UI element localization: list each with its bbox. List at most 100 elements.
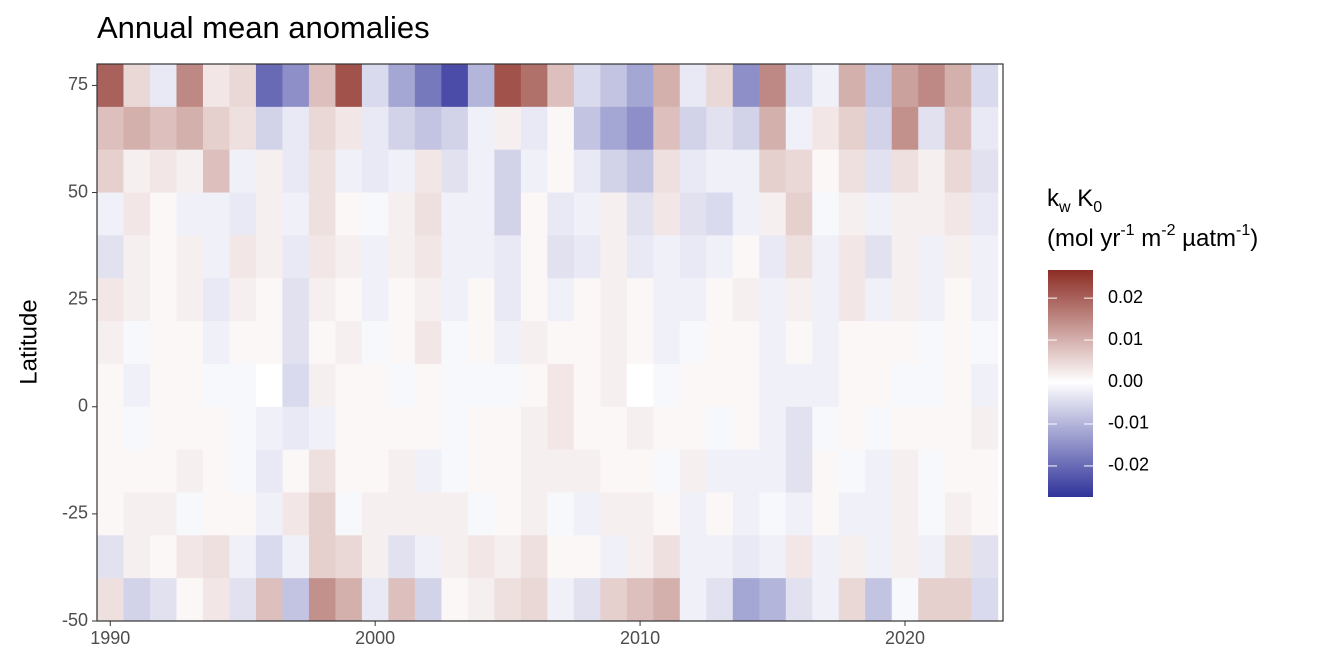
heat-cell xyxy=(388,106,416,151)
heat-cell xyxy=(335,363,363,408)
heat-cell xyxy=(176,535,204,579)
heat-cell xyxy=(335,149,363,194)
legend-title-part: -1 xyxy=(1120,222,1134,239)
heat-cell xyxy=(388,149,416,194)
heat-cell xyxy=(202,449,230,493)
heat-cell xyxy=(494,64,522,108)
heat-cell xyxy=(785,363,813,408)
heat-cell xyxy=(547,106,575,151)
heat-cell xyxy=(706,535,734,579)
heat-cell xyxy=(97,192,124,236)
x-tick-label: 2010 xyxy=(620,628,660,648)
heat-cell xyxy=(361,492,389,536)
heat-cell xyxy=(626,363,654,408)
heat-cell xyxy=(812,235,840,279)
heat-cell xyxy=(494,321,522,365)
heat-cell xyxy=(441,106,469,151)
heat-cell xyxy=(494,235,522,279)
heat-cell xyxy=(679,578,707,622)
legend-title-part: k xyxy=(1047,185,1060,212)
heat-cell xyxy=(202,406,230,451)
heat-cell xyxy=(467,449,495,493)
heat-cell xyxy=(176,492,204,536)
legend-title-part: 0 xyxy=(1093,199,1102,216)
heat-cell xyxy=(573,235,601,279)
heat-cell xyxy=(520,321,548,365)
heat-cell xyxy=(626,149,654,194)
heat-cell xyxy=(176,106,204,151)
y-tick-label: 50 xyxy=(68,181,88,201)
panel-border xyxy=(96,63,1004,622)
heat-cell xyxy=(812,535,840,579)
heat-cell xyxy=(785,406,813,451)
heat-cell xyxy=(308,106,336,151)
heat-cell xyxy=(573,535,601,579)
heat-cell xyxy=(388,321,416,365)
heat-cell xyxy=(520,106,548,151)
heat-cell xyxy=(282,321,310,365)
heat-cell xyxy=(732,321,760,365)
heat-cell xyxy=(944,363,972,408)
heat-cell xyxy=(971,64,999,108)
heat-cell xyxy=(388,192,416,236)
heat-cell xyxy=(229,578,257,622)
heat-cell xyxy=(202,278,230,322)
heat-cell xyxy=(732,192,760,236)
heat-cell xyxy=(202,149,230,194)
heat-cell xyxy=(229,106,257,151)
heat-cell xyxy=(865,149,893,194)
heat-cell xyxy=(838,578,866,622)
heat-cell xyxy=(812,363,840,408)
heatmap-cells xyxy=(97,64,999,622)
heat-cell xyxy=(547,278,575,322)
heat-cell xyxy=(308,449,336,493)
heat-cell xyxy=(918,192,946,236)
heat-cell xyxy=(732,406,760,451)
heat-cell xyxy=(865,235,893,279)
heat-cell xyxy=(573,406,601,451)
heat-cell xyxy=(785,106,813,151)
heat-cell xyxy=(255,106,283,151)
colorbar-tick-label: 0.00 xyxy=(1108,371,1143,391)
heat-cell xyxy=(918,449,946,493)
heat-cell xyxy=(944,278,972,322)
heat-cell xyxy=(361,406,389,451)
heat-cell xyxy=(759,149,787,194)
heat-cell xyxy=(308,363,336,408)
heat-cell xyxy=(361,321,389,365)
heat-cell xyxy=(759,321,787,365)
heat-cell xyxy=(785,449,813,493)
chart-title: Annual mean anomalies xyxy=(97,10,430,45)
heat-cell xyxy=(812,149,840,194)
heat-cell xyxy=(308,149,336,194)
y-tick-label: 25 xyxy=(68,288,88,308)
heat-cell xyxy=(494,278,522,322)
heat-cell xyxy=(255,449,283,493)
heat-cell xyxy=(255,149,283,194)
heat-cell xyxy=(149,278,177,322)
heat-cell xyxy=(653,149,681,194)
heat-cell xyxy=(891,192,919,236)
heat-cell xyxy=(335,535,363,579)
heat-cell xyxy=(891,363,919,408)
heat-cell xyxy=(732,64,760,108)
heat-cell xyxy=(520,64,548,108)
colorbar xyxy=(1048,270,1093,497)
heat-cell xyxy=(732,149,760,194)
heat-cell xyxy=(308,321,336,365)
heat-cell xyxy=(176,449,204,493)
heat-cell xyxy=(971,278,999,322)
heat-cell xyxy=(176,578,204,622)
y-tick-label: 75 xyxy=(68,74,88,94)
heat-cell xyxy=(626,406,654,451)
heat-cell xyxy=(547,149,575,194)
heat-cell xyxy=(123,321,151,365)
heat-cell xyxy=(759,406,787,451)
heat-cell xyxy=(600,235,628,279)
x-tick-label: 2020 xyxy=(885,628,925,648)
heat-cell xyxy=(176,149,204,194)
legend-title: (mol yr-1 m-2 µatm-1) xyxy=(1047,222,1258,252)
heat-cell xyxy=(547,192,575,236)
heat-cell xyxy=(361,106,389,151)
heat-cell xyxy=(573,106,601,151)
